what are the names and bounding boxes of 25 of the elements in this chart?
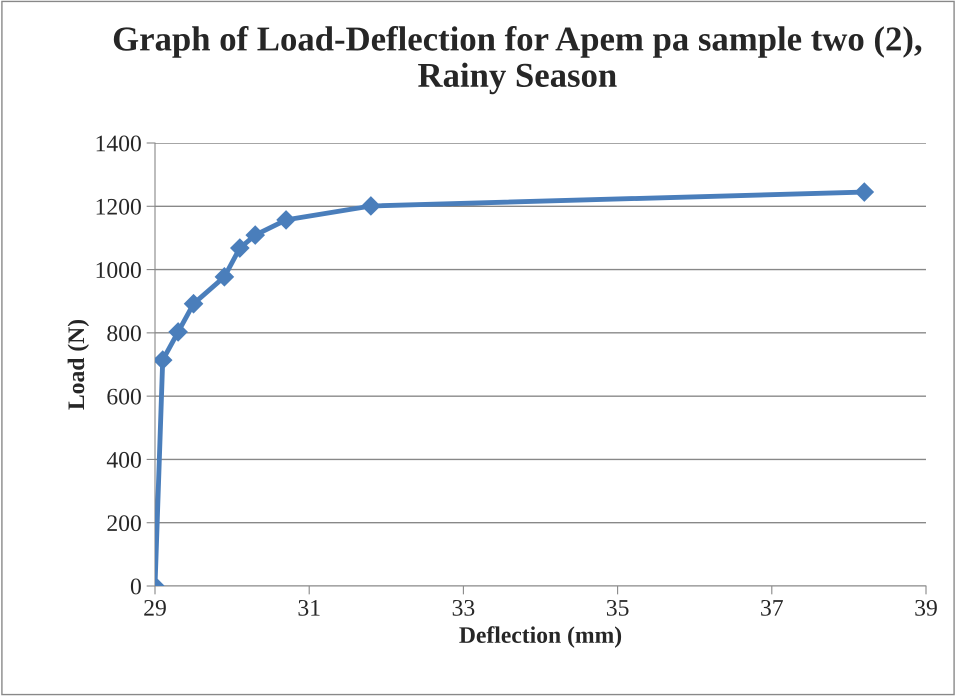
y-tick-label: 200 (107, 515, 141, 532)
x-tick-label: 33 (452, 600, 474, 616)
y-tick-label: 1200 (96, 198, 141, 215)
point (168, 322, 188, 342)
chart-title: Graph of Load-Deflection for Apem pa sample two (2), Rainy Season (114, 26, 922, 94)
point (214, 267, 234, 286)
x-tick-label: 29 (144, 600, 166, 616)
x-axis-title: Deflection (mm) (459, 626, 622, 648)
y-tick-label: 400 (106, 452, 141, 468)
y-axis-title: Load (N) (68, 320, 90, 410)
point (276, 210, 296, 230)
x-tick-label: 31 (298, 600, 320, 616)
y-tick-label: 800 (107, 325, 141, 342)
y-tick-label: 0 (130, 578, 141, 594)
x-tick-label: 39 (915, 600, 937, 616)
y-tick-label: 600 (107, 388, 141, 405)
point (854, 182, 874, 202)
y-tick-label: 1000 (96, 262, 141, 278)
point (246, 226, 265, 245)
x-tick-label: 37 (761, 600, 783, 616)
x-tick-label: 35 (606, 600, 628, 616)
point (184, 294, 204, 314)
y-tick-label: 1400 (96, 135, 141, 152)
point (361, 196, 380, 216)
point (230, 238, 250, 258)
